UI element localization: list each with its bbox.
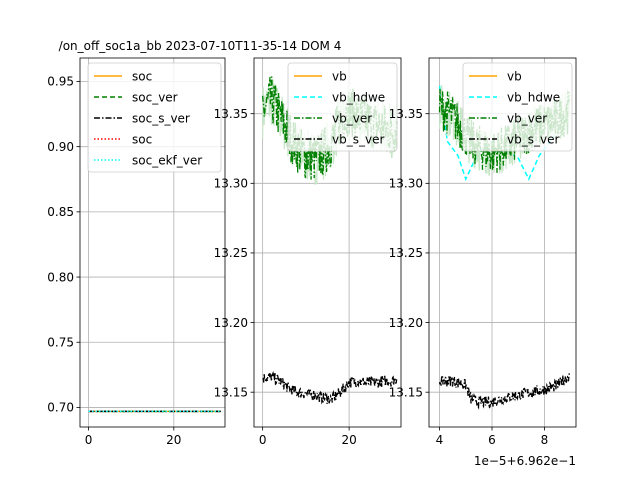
y-tick-label-3: 0.85	[47, 205, 74, 219]
legend-label-0: vb	[507, 70, 522, 84]
legend-label-2: vb_ver	[507, 112, 547, 126]
x-tick-label-0: 0	[85, 433, 93, 447]
y-tick-label-2: 0.80	[47, 270, 74, 284]
x-tick-label-1: 20	[166, 433, 181, 447]
y-tick-label-0: 0.70	[47, 401, 74, 415]
figure-title: /on_off_soc1a_bb 2023-07-10T11-35-14 DOM…	[59, 39, 342, 53]
legend-label-4: soc_ekf_ver	[132, 154, 202, 168]
x-offset-label: 1e−5+6.962e−1	[474, 454, 576, 468]
legend-label-2: vb_ver	[332, 112, 372, 126]
x-tick-label-2: 8	[541, 433, 549, 447]
chart-panel-1: 0 200.700.750.800.850.900.95 socsoc_versoc…	[47, 57, 226, 447]
y-tick-label-2: 13.25	[214, 246, 248, 260]
y-tick-label-1: 0.75	[47, 335, 74, 349]
series-vb-s-ver	[262, 370, 398, 405]
y-tick-label-4: 13.35	[389, 107, 423, 121]
y-tick-label-1: 13.20	[214, 316, 248, 330]
legend-label-0: vb	[332, 70, 347, 84]
legend: vb vb_hdwe vb_ver vb_s_ver	[287, 62, 398, 152]
y-tick-label-0: 13.15	[389, 385, 423, 399]
axes-frame	[79, 57, 226, 428]
chart-panel-3: 4 6 8 13.15 13.20 13.25 13.30 13.35 1e−5+6.962e−…	[389, 57, 577, 468]
legend-label-1: soc_ver	[132, 91, 178, 105]
legend-label-1: vb_hdwe	[332, 91, 385, 105]
y-tick-label-5: 0.95	[47, 75, 74, 89]
y-tick-label-2: 13.25	[389, 246, 423, 260]
legend: vb vb_hdwe vb_ver vb_s_ver	[462, 62, 573, 152]
panels: 0 200.700.750.800.850.900.95 socsoc_versoc…	[47, 57, 577, 468]
series-vb-s-ver	[438, 371, 571, 410]
y-tick-label-3: 13.30	[214, 177, 248, 191]
y-tick-label-1: 13.20	[389, 316, 423, 330]
y-tick-label-4: 0.90	[47, 140, 74, 154]
chart-panel-2: 0 20 13.15 13.20 13.25 13.30 13.35 vb vb_hdwe vb_…	[214, 57, 402, 447]
x-tick-label-0: 0	[259, 433, 267, 447]
legend-label-3: soc	[132, 133, 152, 147]
legend-box	[87, 62, 222, 173]
legend-box	[462, 62, 573, 152]
legend-label-3: vb_s_ver	[507, 133, 559, 147]
axes-frame	[428, 57, 577, 428]
x-tick-label-1: 20	[341, 433, 356, 447]
y-tick-label-3: 13.30	[389, 177, 423, 191]
legend-label-2: soc_s_ver	[132, 112, 190, 126]
legend-label-1: vb_hdwe	[507, 91, 560, 105]
x-tick-label-1: 6	[488, 433, 496, 447]
axes-frame	[253, 57, 402, 428]
legend-label-0: soc	[132, 70, 152, 84]
x-tick-label-0: 4	[436, 433, 444, 447]
legend-label-3: vb_s_ver	[332, 133, 384, 147]
y-tick-label-4: 13.35	[214, 107, 248, 121]
y-tick-label-0: 13.15	[214, 385, 248, 399]
legend-box	[287, 62, 398, 152]
